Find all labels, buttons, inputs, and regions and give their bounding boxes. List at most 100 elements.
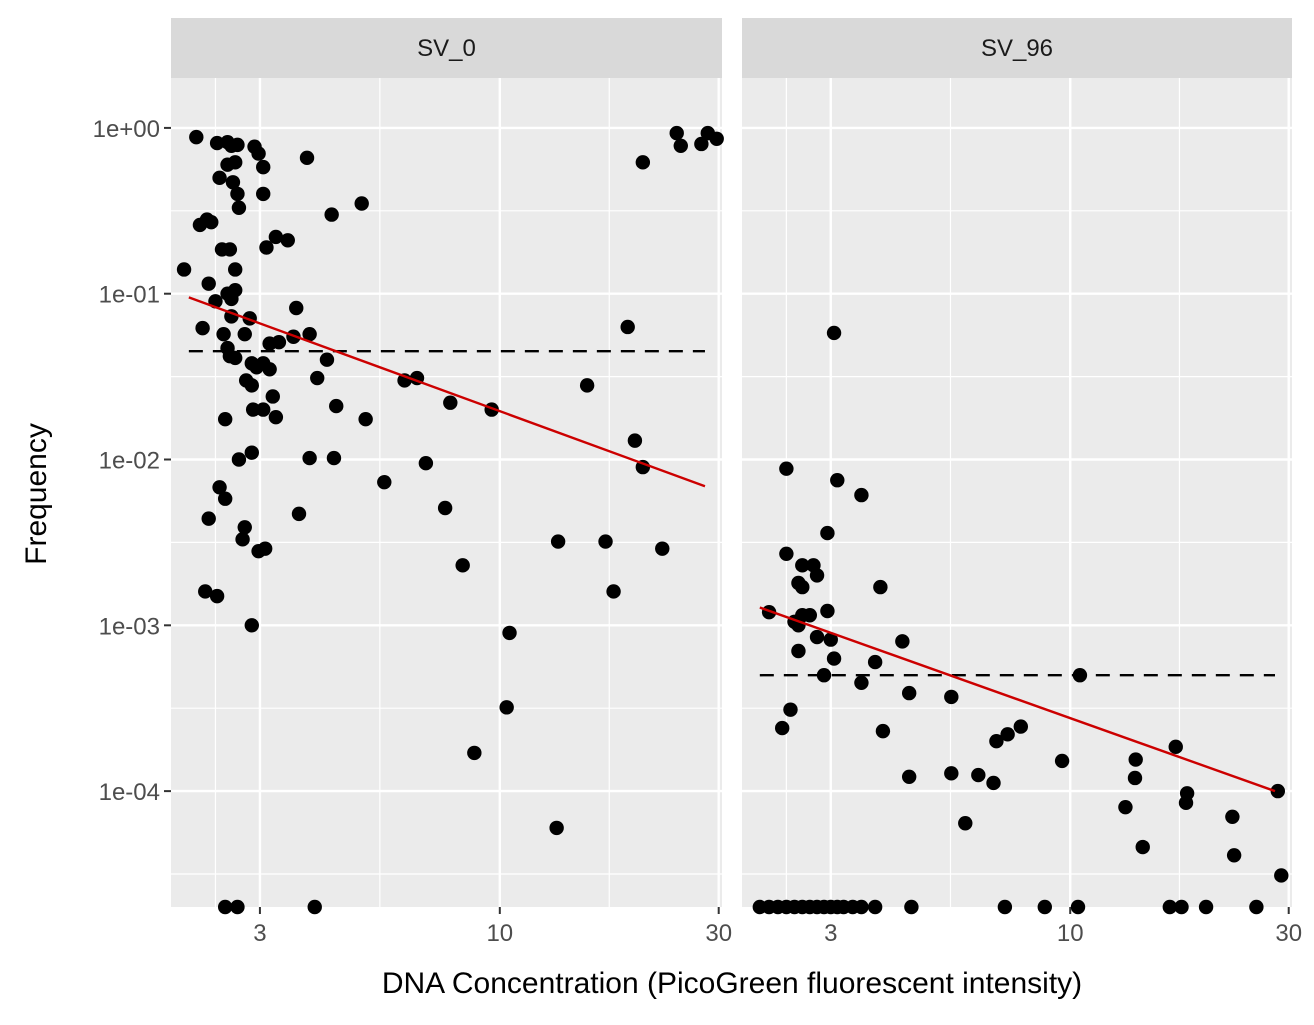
data-point bbox=[302, 326, 317, 342]
data-point bbox=[291, 506, 307, 522]
data-point bbox=[217, 412, 233, 427]
data-point bbox=[779, 546, 794, 561]
panel-background bbox=[742, 78, 1292, 907]
data-point bbox=[895, 634, 910, 649]
data-point bbox=[222, 242, 238, 257]
data-point bbox=[1072, 668, 1088, 683]
data-point bbox=[854, 899, 869, 915]
data-point bbox=[830, 473, 845, 488]
data-point bbox=[550, 534, 566, 549]
facet-strip-label: SV_96 bbox=[981, 35, 1053, 62]
y-tick-label: 1e-03 bbox=[99, 613, 160, 640]
facet-panel-sv-0: SV_0 3 10 30 bbox=[171, 18, 732, 947]
data-point bbox=[971, 767, 986, 783]
data-point bbox=[354, 196, 369, 211]
data-point bbox=[709, 131, 724, 146]
data-point bbox=[809, 568, 825, 583]
data-point bbox=[1168, 739, 1183, 755]
data-point bbox=[809, 629, 825, 645]
data-point bbox=[779, 461, 794, 476]
data-point bbox=[259, 240, 274, 255]
data-point bbox=[268, 409, 284, 425]
data-point bbox=[901, 685, 917, 701]
data-point bbox=[237, 326, 252, 342]
data-point bbox=[302, 450, 317, 466]
data-point bbox=[418, 456, 434, 471]
data-point bbox=[1174, 899, 1189, 915]
data-point bbox=[635, 459, 651, 475]
data-point bbox=[289, 300, 304, 316]
data-point bbox=[867, 654, 883, 670]
data-point bbox=[230, 899, 245, 915]
data-point bbox=[774, 720, 790, 736]
data-point bbox=[176, 262, 192, 277]
regression-fit-line bbox=[188, 296, 706, 488]
facet-strip-label: SV_0 bbox=[417, 35, 476, 62]
data-point bbox=[437, 500, 453, 516]
data-point bbox=[224, 138, 239, 154]
data-point bbox=[502, 625, 517, 641]
y-tick-label: 1e-01 bbox=[99, 282, 160, 309]
data-point bbox=[189, 129, 204, 145]
data-point bbox=[201, 276, 216, 291]
data-point bbox=[1013, 719, 1028, 734]
data-point bbox=[826, 325, 842, 341]
data-point bbox=[245, 402, 261, 417]
data-point bbox=[635, 155, 651, 170]
data-point bbox=[280, 233, 295, 248]
data-point bbox=[820, 603, 835, 619]
data-point bbox=[455, 558, 470, 573]
data-point bbox=[1178, 795, 1194, 811]
data-point bbox=[256, 402, 271, 417]
x-tick-label: 10 bbox=[1057, 920, 1084, 947]
facet-panel-sv-96: SV_96 3 10 30 bbox=[742, 18, 1302, 947]
data-point bbox=[443, 395, 458, 410]
data-point bbox=[816, 668, 832, 683]
data-point bbox=[256, 159, 271, 175]
x-tick-label: 10 bbox=[486, 920, 513, 947]
data-point bbox=[228, 350, 243, 366]
data-point bbox=[244, 378, 259, 393]
data-point bbox=[694, 136, 709, 152]
data-point bbox=[901, 769, 917, 784]
data-point bbox=[1070, 899, 1086, 915]
data-point bbox=[268, 229, 284, 245]
y-tick-label: 1e-04 bbox=[99, 779, 160, 806]
data-point bbox=[791, 643, 806, 659]
data-point bbox=[307, 899, 322, 915]
data-point bbox=[579, 378, 595, 393]
facet-strip bbox=[171, 18, 722, 78]
data-point bbox=[802, 608, 818, 623]
data-point bbox=[598, 534, 613, 549]
data-point bbox=[249, 360, 264, 375]
data-point bbox=[1118, 799, 1133, 815]
data-point bbox=[986, 775, 1001, 791]
data-point bbox=[251, 146, 266, 161]
data-point bbox=[217, 491, 233, 506]
data-point bbox=[627, 433, 643, 448]
data-point bbox=[319, 352, 335, 367]
data-point bbox=[606, 584, 621, 599]
data-point bbox=[1037, 899, 1052, 915]
data-point bbox=[228, 262, 243, 277]
x-tick-label: 3 bbox=[253, 920, 266, 947]
data-point bbox=[795, 579, 810, 595]
data-point bbox=[262, 336, 277, 351]
data-point bbox=[256, 186, 271, 202]
data-point bbox=[499, 700, 514, 715]
data-point bbox=[958, 816, 973, 831]
data-point bbox=[944, 766, 959, 781]
y-tick-label: 1e+00 bbox=[93, 116, 160, 143]
data-point bbox=[358, 412, 373, 427]
data-point bbox=[225, 175, 241, 190]
data-point bbox=[257, 541, 273, 556]
data-point bbox=[1270, 783, 1286, 799]
data-point bbox=[324, 207, 339, 222]
data-point bbox=[1162, 899, 1178, 915]
data-point bbox=[377, 474, 392, 490]
data-point bbox=[310, 370, 325, 386]
data-point bbox=[326, 450, 342, 466]
data-point bbox=[795, 558, 810, 573]
